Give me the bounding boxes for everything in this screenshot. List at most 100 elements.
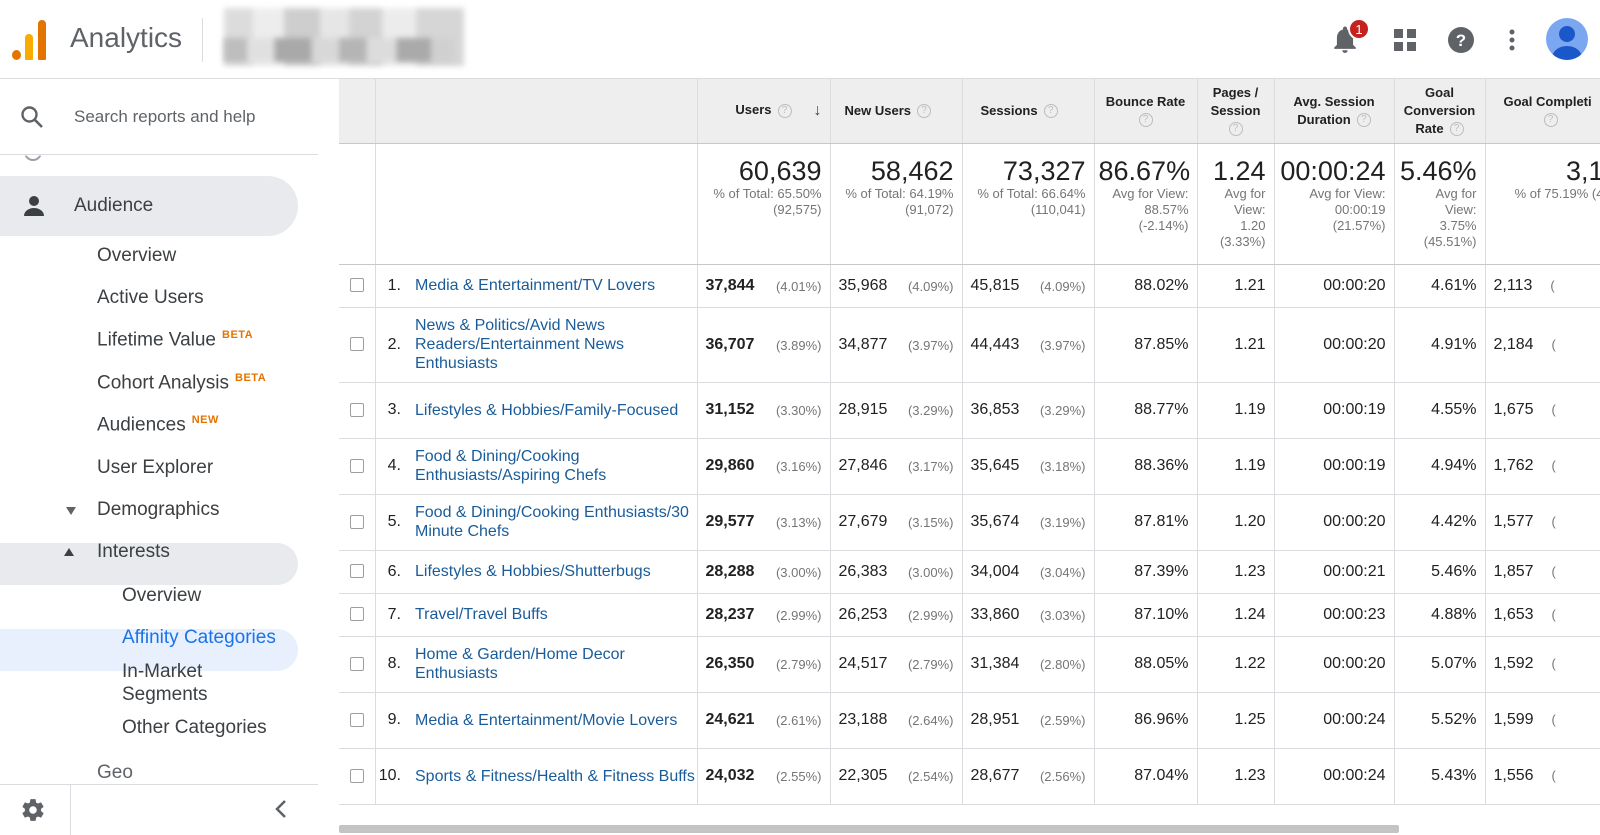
more-vert-icon[interactable] <box>1494 22 1530 58</box>
users-percent: (3.30%) <box>776 401 822 418</box>
goal-completions-cell: 1,762( <box>1485 438 1600 494</box>
header-avg-session-duration[interactable]: Avg. Session Duration? <box>1274 79 1394 143</box>
goal-completions-value: 1,592 <box>1494 655 1534 672</box>
users-percent: (2.61%) <box>776 711 822 728</box>
sessions-percent: (2.56%) <box>1040 767 1086 784</box>
affinity-category-link[interactable]: Travel/Travel Buffs <box>415 606 548 623</box>
sidebar-subitem-overview[interactable]: Overview <box>122 585 201 607</box>
row-checkbox[interactable] <box>350 657 364 671</box>
header-new-users[interactable]: New Users? <box>830 79 962 143</box>
pages-session-cell: 1.23 <box>1197 748 1274 804</box>
users-cell: 24,032(2.55%) <box>697 748 830 804</box>
sidebar-item-geo-partial[interactable]: Geo <box>97 762 133 778</box>
affinity-category-link[interactable]: Media & Entertainment/Movie Lovers <box>415 712 677 729</box>
new-users-percent: (2.79%) <box>908 655 954 672</box>
affinity-category-link[interactable]: Sports & Fitness/Health & Fitness Buffs <box>415 768 695 785</box>
row-checkbox[interactable] <box>350 337 364 351</box>
sidebar-item-audience[interactable]: Audience <box>0 176 298 236</box>
help-icon[interactable]: ? <box>1544 113 1558 127</box>
sidebar-subitem-affinity-categories[interactable]: Affinity Categories <box>122 627 276 649</box>
expand-triangle-icon[interactable] <box>66 507 76 515</box>
header-goal-conversion-rate[interactable]: Goal Conversion Rate? <box>1394 79 1485 143</box>
bounce-rate-cell: 88.02% <box>1094 264 1197 307</box>
total-sub: Avg for View: 00:00:19 (21.57%) <box>1279 186 1386 234</box>
affinity-category-link[interactable]: Lifestyles & Hobbies/Shutterbugs <box>415 563 651 580</box>
pages-session-cell: 1.23 <box>1197 550 1274 593</box>
header-goal-completions[interactable]: Goal Completi? <box>1485 79 1600 143</box>
collapse-sidebar-chevron-icon[interactable] <box>274 798 288 825</box>
users-cell: 26,350(2.79%) <box>697 636 830 692</box>
help-icon[interactable]: ? <box>917 104 931 118</box>
users-value: 31,152 <box>706 401 755 419</box>
sidebar-nav: Audience Overview Active Users Lifetime … <box>0 79 318 834</box>
row-checkbox-cell <box>339 494 375 550</box>
help-icon[interactable]: ? <box>778 104 792 118</box>
property-selector-blurred[interactable] <box>224 38 454 62</box>
sessions-value: 36,853 <box>971 401 1020 419</box>
affinity-category-link[interactable]: Food & Dining/Cooking Enthusiasts/Aspiri… <box>415 448 606 484</box>
help-icon[interactable]: ? <box>1139 113 1153 127</box>
gear-icon[interactable] <box>20 797 46 828</box>
help-icon[interactable]: ? <box>1044 104 1058 118</box>
apps-grid-icon[interactable] <box>1387 22 1423 58</box>
header-pages-session[interactable]: Pages / Session? <box>1197 79 1274 143</box>
header-label: Goal Conversion Rate <box>1404 85 1476 136</box>
pages-session-cell: 1.22 <box>1197 636 1274 692</box>
row-checkbox[interactable] <box>350 515 364 529</box>
search-input[interactable] <box>74 105 294 129</box>
sessions-cell: 33,860(3.03%) <box>962 593 1094 636</box>
affinity-category-link[interactable]: Lifestyles & Hobbies/Family-Focused <box>415 402 678 419</box>
avg-session-duration-cell: 00:00:24 <box>1274 748 1394 804</box>
sidebar-item-user-explorer[interactable]: User Explorer <box>97 457 213 479</box>
row-checkbox[interactable] <box>350 564 364 578</box>
sidebar-subitem-other-categories[interactable]: Other Categories <box>122 717 267 739</box>
avg-session-duration-cell: 00:00:19 <box>1274 438 1394 494</box>
table-row: 2.News & Politics/Avid News Readers/Ente… <box>339 307 1600 382</box>
help-icon[interactable]: ? <box>1357 113 1371 127</box>
sidebar-item-active-users[interactable]: Active Users <box>97 287 204 309</box>
total-value: 1.24 <box>1202 156 1266 186</box>
users-value: 28,237 <box>706 606 755 624</box>
affinity-category-link[interactable]: News & Politics/Avid News Readers/Entert… <box>415 317 624 372</box>
header-bounce-rate[interactable]: Bounce Rate? <box>1094 79 1197 143</box>
help-icon[interactable]: ? <box>1450 122 1464 136</box>
horizontal-scrollbar[interactable] <box>339 825 1399 833</box>
total-value: 60,639 <box>702 156 822 186</box>
sidebar-subitem-in-market-segments[interactable]: In-Market Segments <box>122 660 232 706</box>
sessions-cell: 31,384(2.80%) <box>962 636 1094 692</box>
header-users[interactable]: Users?↓ <box>697 79 830 143</box>
help-icon[interactable]: ? <box>1443 22 1479 58</box>
row-checkbox[interactable] <box>350 459 364 473</box>
sidebar-item-demographics[interactable]: Demographics <box>97 499 220 521</box>
row-checkbox[interactable] <box>350 403 364 417</box>
sidebar-item-overview[interactable]: Overview <box>97 245 176 267</box>
search-icon <box>20 105 44 134</box>
row-checkbox[interactable] <box>350 607 364 621</box>
affinity-category-link[interactable]: Home & Garden/Home Decor Enthusiasts <box>415 646 625 682</box>
row-checkbox[interactable] <box>350 769 364 783</box>
dimension-cell: Home & Garden/Home Decor Enthusiasts <box>407 636 697 692</box>
account-avatar-icon[interactable] <box>1546 18 1588 60</box>
goal-completions-percent: ( <box>1552 402 1556 417</box>
sidebar-item-interests[interactable]: Interests <box>97 541 170 563</box>
affinity-category-link[interactable]: Media & Entertainment/TV Lovers <box>415 277 655 294</box>
sidebar-item-label: Demographics <box>97 499 220 520</box>
sort-desc-icon[interactable]: ↓ <box>814 102 822 120</box>
collapse-triangle-icon[interactable] <box>64 548 74 556</box>
goal-completions-cell: 1,577( <box>1485 494 1600 550</box>
affinity-category-link[interactable]: Food & Dining/Cooking Enthusiasts/30 Min… <box>415 504 689 540</box>
bounce-rate-cell: 87.04% <box>1094 748 1197 804</box>
new-users-cell: 26,383(3.00%) <box>830 550 962 593</box>
header-sessions[interactable]: Sessions? <box>962 79 1094 143</box>
goal-completions-cell: 1,857( <box>1485 550 1600 593</box>
analytics-logo-icon[interactable] <box>12 20 48 60</box>
total-value: 5.46% <box>1399 156 1477 186</box>
row-index: 8. <box>375 636 407 692</box>
sessions-value: 28,951 <box>971 711 1020 729</box>
help-icon[interactable]: ? <box>1229 122 1243 136</box>
row-checkbox[interactable] <box>350 278 364 292</box>
row-checkbox[interactable] <box>350 713 364 727</box>
